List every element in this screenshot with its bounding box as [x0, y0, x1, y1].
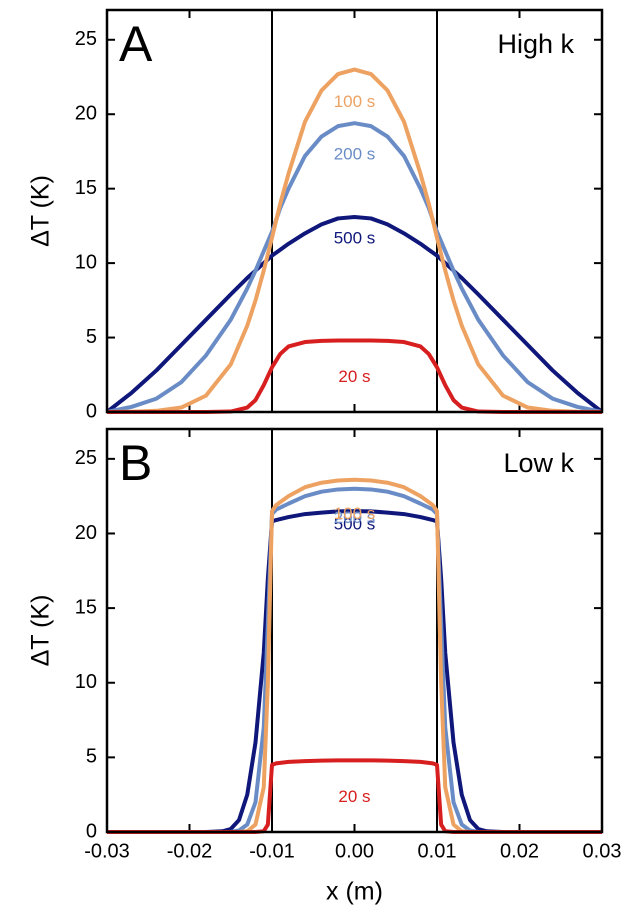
y-tick-label: 10: [75, 251, 97, 273]
curve-label: 200 s: [334, 508, 376, 527]
curve-label: 100 s: [334, 504, 376, 523]
x-tick-label: 0.03: [583, 840, 622, 862]
curve-label: 20 s: [338, 367, 370, 386]
x-tick-label: 0.01: [418, 840, 457, 862]
curve-label: 200 s: [334, 145, 376, 164]
series-line: [106, 121, 603, 414]
curve-label: 100 s: [334, 92, 376, 111]
y-tick-label: 25: [75, 447, 97, 469]
y-tick-label: 15: [75, 177, 97, 199]
x-tick-label: -0.03: [84, 840, 130, 862]
series-line: [105, 214, 604, 414]
panel-label: B: [119, 435, 152, 491]
series-line: [106, 67, 603, 414]
y-tick-label: 0: [86, 400, 97, 422]
x-tick-label: -0.01: [249, 840, 295, 862]
x-tick-label: 0.00: [335, 840, 374, 862]
y-tick-label: 0: [86, 820, 97, 842]
y-tick-label: 25: [75, 28, 97, 50]
y-tick-label: 10: [75, 671, 97, 693]
panel-label: A: [119, 16, 153, 72]
x-tick-label: 0.02: [500, 840, 539, 862]
y-tick-label: 20: [75, 103, 97, 125]
plot-frame: [105, 8, 604, 414]
series-line: [107, 486, 602, 834]
plot-frame: [105, 427, 604, 834]
y-axis-title: ΔT (K): [27, 175, 55, 247]
y-tick-label: 20: [75, 522, 97, 544]
y-tick-label: 5: [86, 746, 97, 768]
x-tick-label: -0.02: [167, 840, 213, 862]
y-axis-title: ΔT (K): [27, 595, 55, 667]
curve-label: 20 s: [338, 787, 370, 806]
curve-label: 500 s: [334, 228, 376, 247]
curve-label: 500 s: [334, 515, 376, 534]
x-axis-title: x (m): [326, 878, 383, 906]
series-line: [107, 509, 602, 834]
panel-annotation: Low k: [503, 448, 574, 478]
y-tick-label: 5: [86, 326, 97, 348]
y-tick-label: 15: [75, 596, 97, 618]
panel-annotation: High k: [497, 29, 574, 59]
